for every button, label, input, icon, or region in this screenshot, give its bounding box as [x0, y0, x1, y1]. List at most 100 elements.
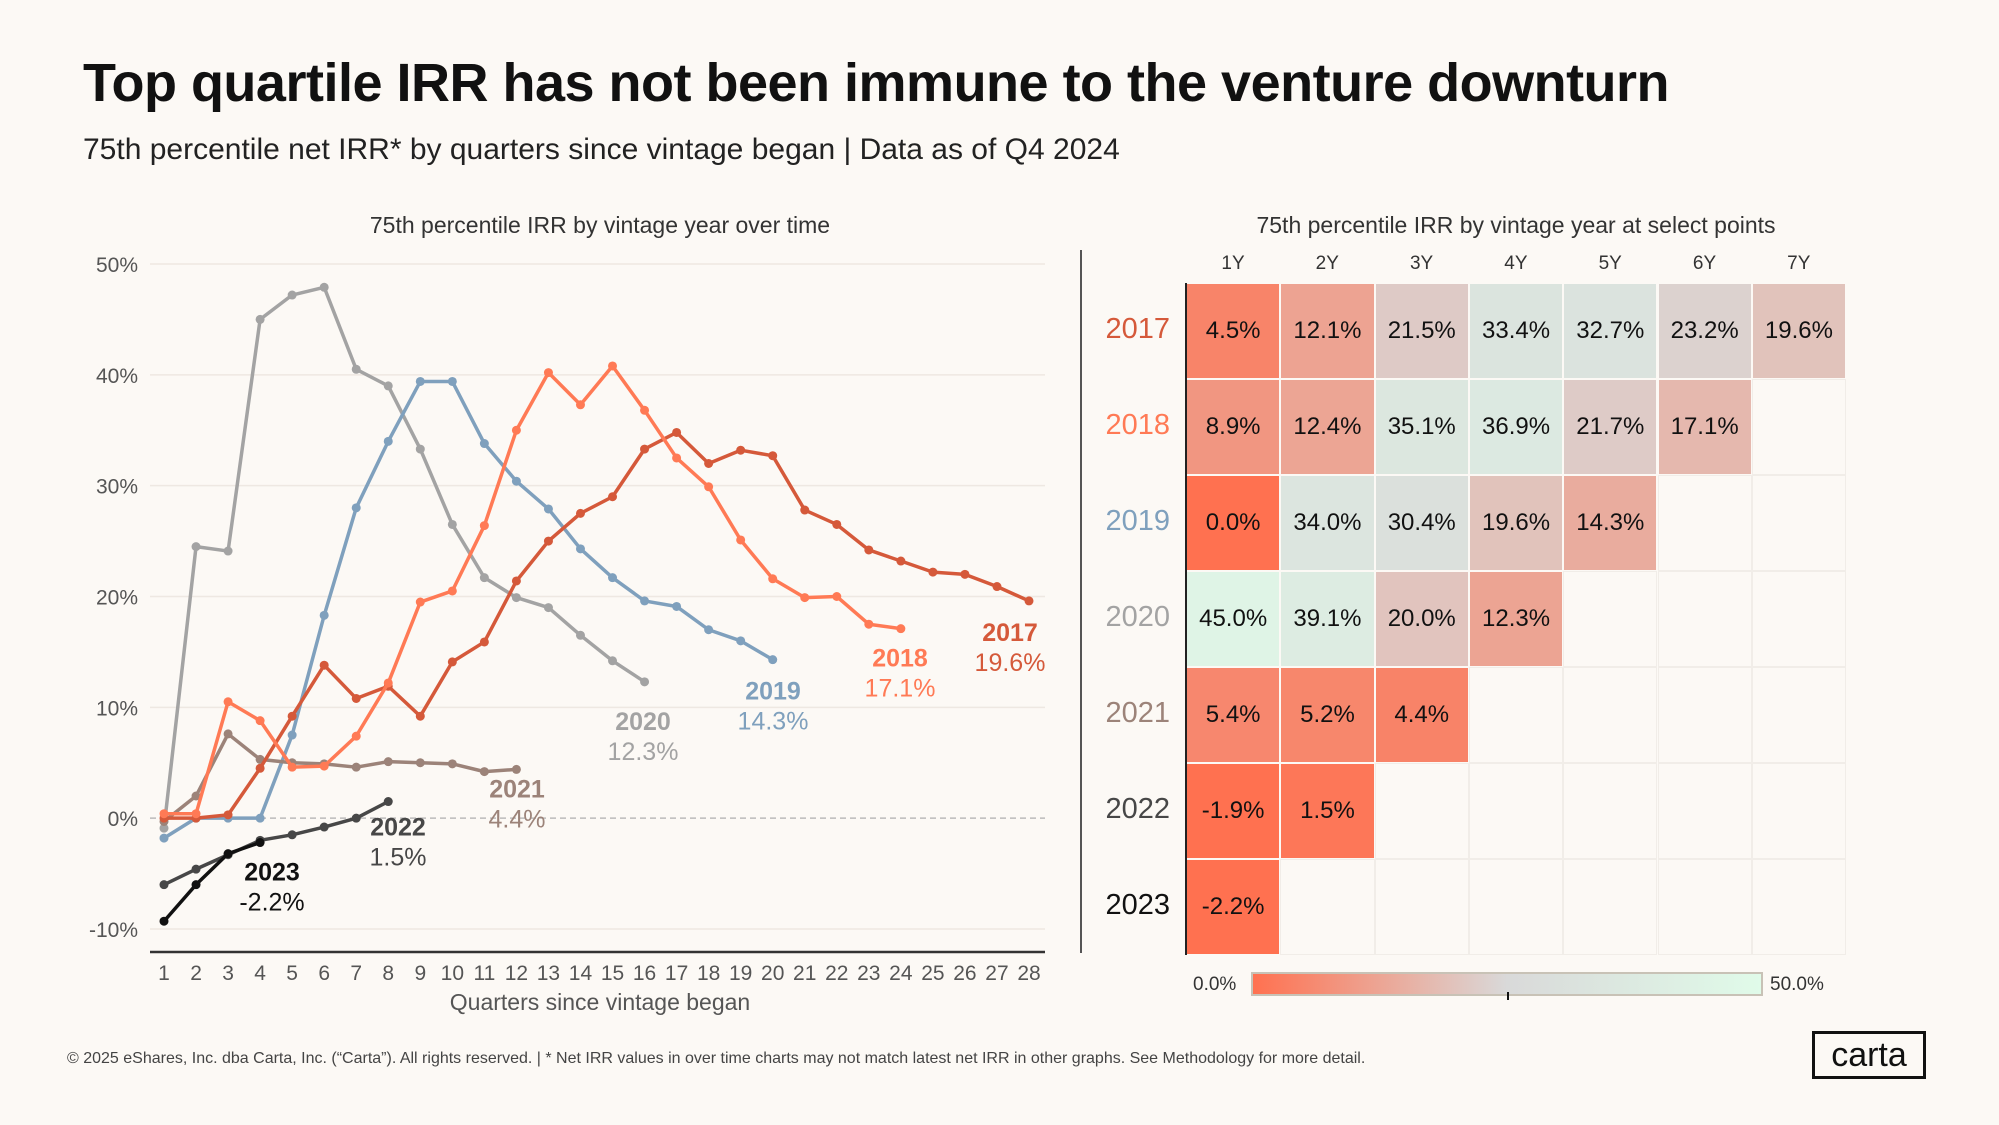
- x-tick-label: 7: [350, 962, 362, 985]
- heatmap-cell: 39.1%: [1280, 571, 1375, 667]
- heatmap-cell: 1.5%: [1280, 763, 1375, 859]
- heatmap-cell: 14.3%: [1563, 475, 1658, 571]
- data-point-2018: [351, 731, 361, 741]
- series-label-2018: 2018: [872, 645, 928, 673]
- heatmap-empty-cell: [1751, 763, 1847, 859]
- heatmap-empty-cell: [1657, 475, 1752, 571]
- heatmap-cell: 45.0%: [1186, 571, 1281, 667]
- data-point-2020: [415, 444, 425, 454]
- data-point-2021: [415, 758, 425, 768]
- data-point-2017: [832, 519, 842, 529]
- row-label: 2021: [1105, 697, 1170, 729]
- heatmap-cell: 8.9%: [1186, 379, 1281, 475]
- data-point-2019: [479, 439, 489, 449]
- series-label-2019: 2019: [745, 678, 801, 706]
- y-tick-label: 0%: [108, 808, 138, 831]
- column-label: 5Y: [1598, 253, 1622, 274]
- data-point-2018: [415, 597, 425, 607]
- heatmap-title: 75th percentile IRR by vintage year at s…: [1256, 212, 1776, 238]
- series-end-value-2017: 19.6%: [975, 649, 1046, 677]
- data-point-2017: [511, 576, 521, 586]
- heatmap-cell: 20.0%: [1374, 571, 1469, 667]
- series-line-2023: [162, 840, 261, 923]
- x-tick-label: 1: [158, 962, 170, 985]
- y-tick-label: 30%: [96, 476, 138, 499]
- data-point-2017: [1024, 596, 1034, 606]
- data-point-2018: [191, 809, 201, 819]
- column-label: 3Y: [1409, 253, 1434, 274]
- series-end-value-2019: 14.3%: [738, 708, 809, 736]
- heatmap-empty-cell: [1468, 667, 1564, 763]
- heatmap-empty-cell: [1751, 475, 1847, 571]
- column-label: 2Y: [1315, 253, 1339, 274]
- data-point-2018: [287, 762, 297, 772]
- data-point-2021: [383, 757, 393, 767]
- heatmap-empty-cell: [1563, 859, 1658, 955]
- row-label: 2020: [1105, 601, 1170, 633]
- heatmap-cell: 23.2%: [1657, 283, 1752, 379]
- data-point-2020: [479, 573, 489, 583]
- heatmap-empty-cell: [1563, 667, 1658, 763]
- heatmap-cell: 12.3%: [1468, 571, 1564, 667]
- heatmap-empty-cell: [1374, 763, 1469, 859]
- data-point-2017: [608, 492, 618, 502]
- data-point-2017: [479, 637, 489, 647]
- data-point-2020: [447, 519, 457, 529]
- heatmap-cell: 19.6%: [1468, 475, 1564, 571]
- data-point-2017: [351, 693, 361, 703]
- heatmap-cell: 32.7%: [1563, 283, 1658, 379]
- heatmap-cell: 17.1%: [1657, 379, 1752, 475]
- heatmap-cell: 4.4%: [1374, 667, 1469, 763]
- series-line-2018: [164, 364, 902, 816]
- heatmap-cell: 33.4%: [1468, 283, 1564, 379]
- series-label-2022: 2022: [370, 814, 426, 842]
- data-point-2022: [319, 822, 329, 832]
- data-point-2021: [447, 759, 457, 769]
- data-point-2017: [800, 505, 810, 515]
- heatmap-cell: 35.1%: [1374, 379, 1469, 475]
- heatmap-empty-cell: [1563, 571, 1658, 667]
- data-point-2021: [223, 729, 233, 739]
- data-point-2017: [543, 536, 553, 546]
- series-label-2023: 2023: [244, 859, 300, 887]
- series-line-2019: [163, 379, 774, 840]
- column-label: 7Y: [1787, 253, 1811, 274]
- data-point-2018: [672, 453, 682, 463]
- data-point-2021: [479, 767, 489, 777]
- data-point-2019: [159, 833, 169, 843]
- footer-text: © 2025 eShares, Inc. dba Carta, Inc. (“C…: [67, 1050, 1366, 1067]
- row-label: 2023: [1105, 889, 1170, 921]
- data-point-2017: [287, 711, 297, 721]
- data-point-2019: [255, 813, 265, 823]
- x-tick-label: 17: [665, 962, 688, 985]
- heatmap-empty-cell: [1657, 859, 1752, 955]
- heatmap-empty-cell: [1657, 571, 1752, 667]
- y-tick-label: -10%: [89, 919, 138, 942]
- colorbar-max-label: 50.0%: [1770, 974, 1824, 995]
- column-label: 4Y: [1504, 253, 1528, 274]
- data-point-2019: [319, 610, 329, 620]
- x-tick-label: 25: [921, 962, 944, 985]
- data-point-2018: [319, 761, 329, 771]
- data-point-2020: [159, 823, 169, 833]
- heatmap-cell: 12.1%: [1280, 283, 1375, 379]
- y-tick-label: 40%: [96, 365, 138, 388]
- x-tick-label: 6: [318, 962, 330, 985]
- data-point-2017: [928, 567, 938, 577]
- data-point-2021: [351, 762, 361, 772]
- heatmap-empty-cell: [1751, 571, 1847, 667]
- data-point-2019: [704, 625, 714, 635]
- x-tick-label: 22: [825, 962, 848, 985]
- heatmap-cell: 5.4%: [1186, 667, 1281, 763]
- series-label-2021: 2021: [489, 775, 545, 803]
- data-point-2023: [223, 849, 233, 859]
- series-end-value-2021: 4.4%: [489, 805, 546, 833]
- data-point-2018: [575, 400, 585, 410]
- data-point-2018: [383, 678, 393, 688]
- data-point-2018: [704, 482, 714, 492]
- data-point-2018: [447, 586, 457, 596]
- heatmap-empty-cell: [1751, 667, 1847, 763]
- data-point-2019: [736, 636, 746, 646]
- x-tick-label: 27: [985, 962, 1008, 985]
- heatmap-cell: 0.0%: [1186, 475, 1281, 571]
